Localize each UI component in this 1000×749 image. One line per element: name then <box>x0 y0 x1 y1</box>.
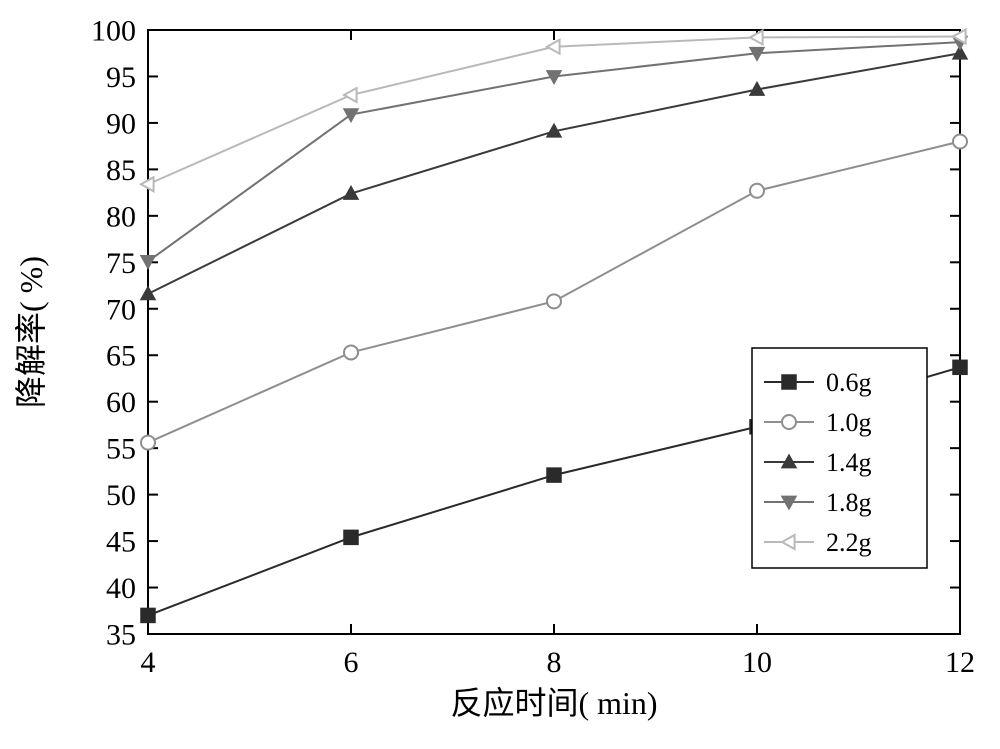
y-tick-label: 100 <box>91 15 136 48</box>
x-axis-label: 反应时间( min) <box>450 685 657 721</box>
legend: 0.6g 1.0g 1.4g 1.8g 2.2g <box>752 348 927 568</box>
chart-container: 4 6 8 10 12 35 40 45 50 55 60 65 70 75 80 85 90 95 100 反应时间… <box>0 0 1000 749</box>
legend-label-s4: 1.8g <box>826 488 872 517</box>
y-tick-label: 95 <box>106 61 136 94</box>
y-tick-label: 45 <box>106 526 136 559</box>
x-tick-label: 12 <box>945 646 975 679</box>
y-tick-label: 55 <box>106 433 136 466</box>
y-tick-label: 75 <box>106 247 136 280</box>
chart-svg: 4 6 8 10 12 35 40 45 50 55 60 65 70 75 80 85 90 95 100 反应时间… <box>0 0 1000 749</box>
legend-label-s3: 1.4g <box>826 448 872 477</box>
legend-label-s5: 2.2g <box>826 528 872 557</box>
y-tick-label: 80 <box>106 200 136 233</box>
y-tick-label: 35 <box>106 619 136 652</box>
legend-label-s2: 1.0g <box>826 408 872 437</box>
y-tick-label: 85 <box>106 154 136 187</box>
y-tick-label: 60 <box>106 386 136 419</box>
y-tick-label: 90 <box>106 107 136 140</box>
x-tick-label: 4 <box>141 646 156 679</box>
y-axis-label: 降解率( %) <box>13 256 49 408</box>
y-tick-label: 65 <box>106 340 136 373</box>
x-tick-label: 10 <box>742 646 772 679</box>
legend-label-s1: 0.6g <box>826 368 872 397</box>
y-tick-label: 50 <box>106 479 136 512</box>
y-tick-label: 70 <box>106 293 136 326</box>
x-tick-label: 6 <box>344 646 359 679</box>
y-tick-label: 40 <box>106 572 136 605</box>
x-tick-label: 8 <box>547 646 562 679</box>
